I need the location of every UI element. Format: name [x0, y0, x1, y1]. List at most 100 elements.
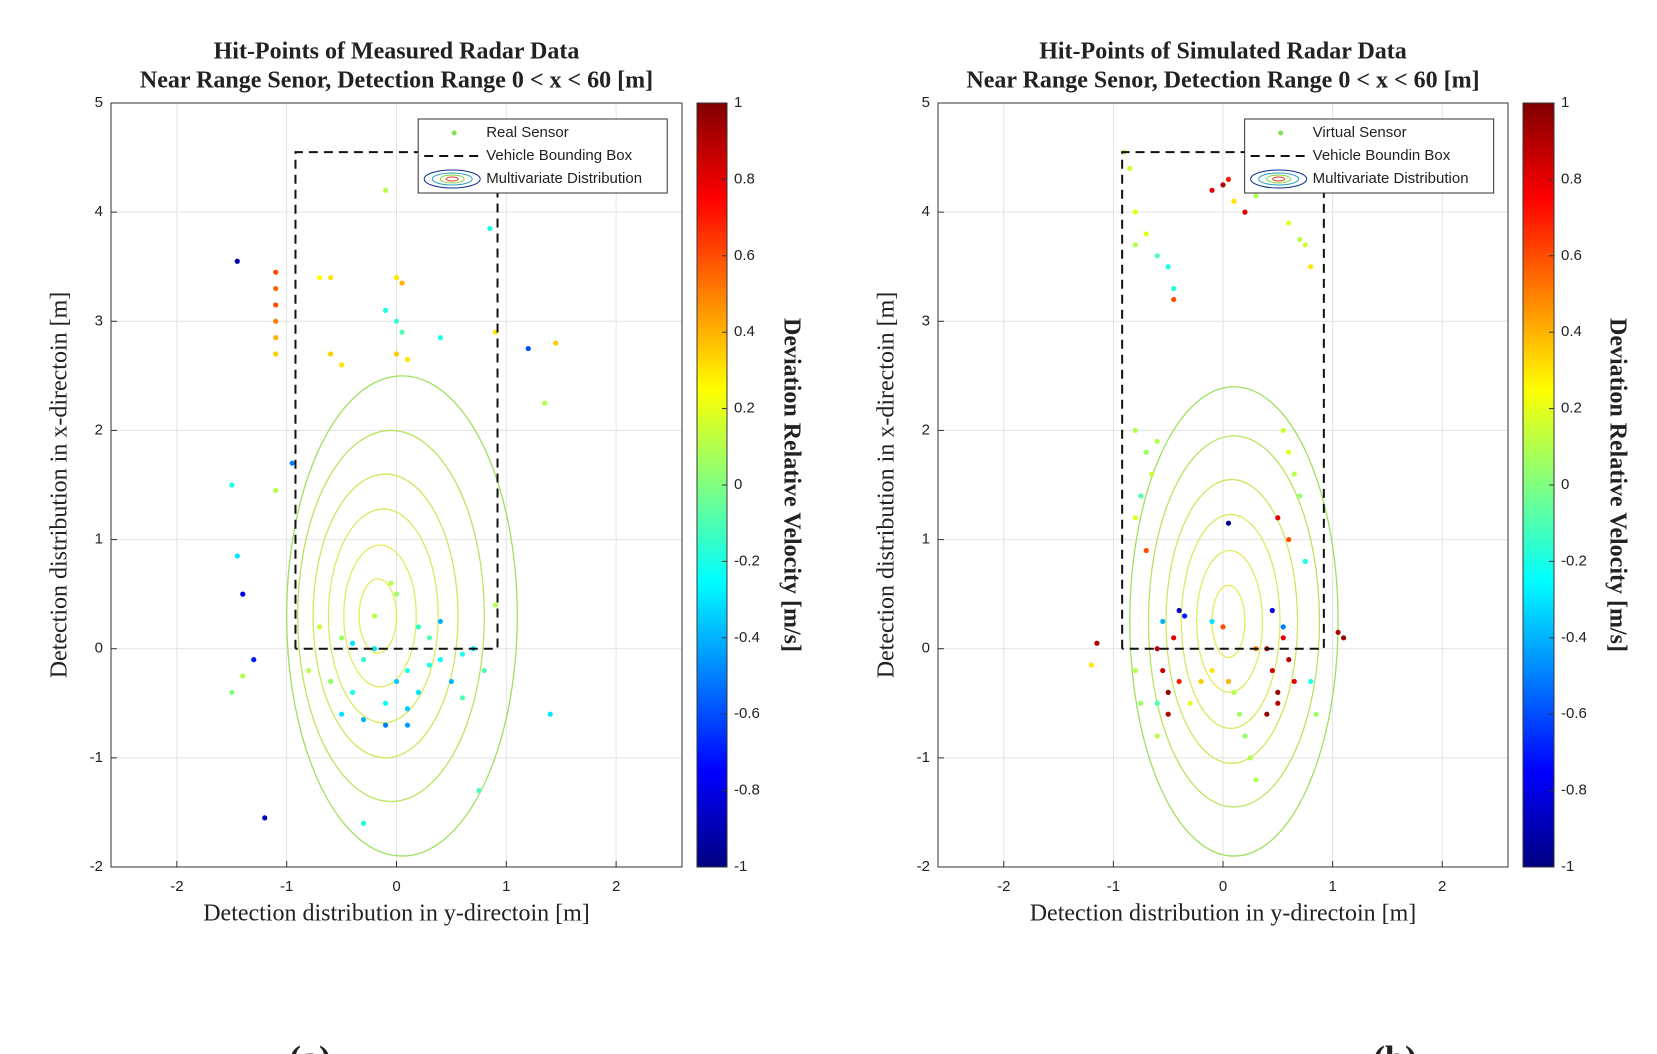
- legend-label: Real Sensor: [486, 124, 569, 141]
- radar-hit-point: [1291, 471, 1297, 477]
- radar-hit-point: [1220, 624, 1226, 630]
- chart-title: Near Range Senor, Detection Range 0 < x …: [140, 68, 653, 94]
- colorbar: [1522, 102, 1555, 868]
- y-tick-label: 2: [95, 421, 103, 438]
- y-tick-label: 5: [922, 94, 930, 111]
- x-axis-label: Detection distribution in y-directoin [m…: [203, 901, 590, 927]
- colorbar-tick-label: -0.2: [1561, 552, 1587, 569]
- colorbar-tick-label: -0.6: [1561, 705, 1587, 722]
- radar-hit-point: [317, 275, 323, 281]
- legend-label: Vehicle Bounding Box: [486, 147, 632, 164]
- radar-hit-point: [448, 678, 455, 685]
- radar-hit-point: [1297, 236, 1303, 243]
- radar-hit-point: [1280, 635, 1286, 641]
- radar-hit-point: [393, 275, 400, 281]
- legend: Real Sensor Vehicle Bounding Box Multivari…: [417, 118, 668, 194]
- legend-label: Vehicle Boundin Box: [1313, 147, 1451, 164]
- radar-hit-point: [1286, 449, 1292, 455]
- radar-hit-point: [1308, 678, 1314, 685]
- x-tick-label: 1: [502, 878, 510, 895]
- radar-hit-point: [262, 815, 268, 821]
- y-axis-label: Detection distribution in x-directoin [m…: [874, 292, 900, 679]
- radar-hit-point: [273, 335, 279, 341]
- axes-frame: [937, 102, 1509, 868]
- radar-hit-point: [1149, 471, 1155, 477]
- radar-hit-point: [240, 673, 246, 679]
- radar-hit-point: [1275, 700, 1281, 706]
- legend-marker: [423, 169, 481, 189]
- x-tick-label: 1: [1328, 878, 1336, 895]
- radar-hit-point: [1231, 689, 1237, 695]
- colorbar-tick-label: -0.8: [1561, 782, 1587, 799]
- radar-hit-point: [1297, 493, 1303, 499]
- colorbar-tick-label: -0.4: [1561, 629, 1587, 646]
- distribution-contour: [343, 544, 417, 688]
- x-tick-label: 2: [612, 878, 620, 895]
- radar-hit-point: [1280, 624, 1286, 630]
- radar-hit-point: [1280, 427, 1286, 434]
- colorbar-tick-label: -0.8: [734, 782, 760, 799]
- radar-hit-point: [1291, 678, 1297, 685]
- distribution-contour: [286, 375, 518, 857]
- radar-hit-point: [371, 646, 378, 652]
- radar-hit-point: [1187, 700, 1193, 706]
- radar-hit-point: [273, 351, 279, 357]
- colorbar-tick-label: 0.4: [1561, 323, 1582, 340]
- radar-hit-point: [1264, 711, 1270, 717]
- radar-hit-point: [382, 700, 389, 706]
- x-tick-label: 0: [392, 878, 400, 895]
- radar-hit-point: [328, 678, 334, 685]
- legend-marker: [451, 130, 457, 136]
- radar-hit-point: [393, 591, 400, 597]
- radar-hit-point: [1253, 777, 1259, 783]
- radar-hit-point: [382, 187, 389, 193]
- radar-hit-point: [1242, 209, 1248, 215]
- x-axis-label: Detection distribution in y-directoin [m…: [1030, 901, 1417, 927]
- radar-hit-point: [1143, 547, 1149, 554]
- colorbar-tick-label: -1: [734, 858, 747, 875]
- radar-hit-point: [404, 667, 411, 674]
- radar-hit-point: [1160, 667, 1166, 674]
- radar-hit-point: [437, 618, 444, 625]
- legend-marker: [1278, 130, 1284, 136]
- radar-hit-point: [338, 711, 345, 717]
- chart-title: Near Range Senor, Detection Range 0 < x …: [966, 68, 1479, 94]
- radar-hit-point: [273, 269, 279, 275]
- distribution-contour: [1165, 478, 1299, 764]
- radar-hit-point: [1176, 607, 1182, 614]
- radar-hit-point: [1269, 607, 1275, 614]
- radar-hit-point: [1231, 198, 1237, 204]
- y-tick-label: -2: [90, 858, 103, 875]
- radar-hit-point: [1286, 536, 1292, 543]
- radar-hit-point: [1209, 187, 1215, 193]
- radar-hit-point: [289, 460, 295, 466]
- radar-hit-point: [1165, 689, 1171, 695]
- radar-hit-point: [1132, 427, 1138, 434]
- radar-hit-point: [1154, 253, 1160, 259]
- radar-hit-point: [1094, 640, 1100, 646]
- radar-hit-point: [349, 689, 356, 695]
- radar-hit-point: [234, 258, 240, 264]
- colorbar-tick-label: 0: [1561, 476, 1569, 493]
- colorbar-label: Deviation Relative Velocity [m/s]: [778, 318, 804, 652]
- radar-hit-point: [1286, 657, 1292, 663]
- radar-hit-point: [459, 651, 465, 657]
- y-tick-label: -2: [917, 858, 930, 875]
- radar-hit-point: [273, 318, 279, 324]
- radar-hit-point: [273, 302, 279, 308]
- y-tick-label: -1: [90, 749, 103, 766]
- colorbar-label: Deviation Relative Velocity [m/s]: [1604, 318, 1630, 652]
- radar-hit-point: [542, 400, 548, 406]
- radar-hit-point: [1154, 646, 1160, 652]
- radar-hit-point: [426, 635, 433, 641]
- axes-frame: [110, 102, 683, 868]
- radar-hit-point: [1132, 242, 1138, 248]
- radar-hit-point: [426, 662, 433, 668]
- radar-hit-point: [338, 362, 345, 368]
- x-tick-label: 2: [1438, 878, 1446, 895]
- radar-hit-point: [1302, 242, 1308, 248]
- legend-label: Multivariate Distribution: [486, 170, 642, 187]
- radar-hit-point: [328, 275, 334, 281]
- radar-hit-point: [251, 657, 257, 663]
- chart-title: Hit-Points of Simulated Radar Data: [1039, 39, 1407, 65]
